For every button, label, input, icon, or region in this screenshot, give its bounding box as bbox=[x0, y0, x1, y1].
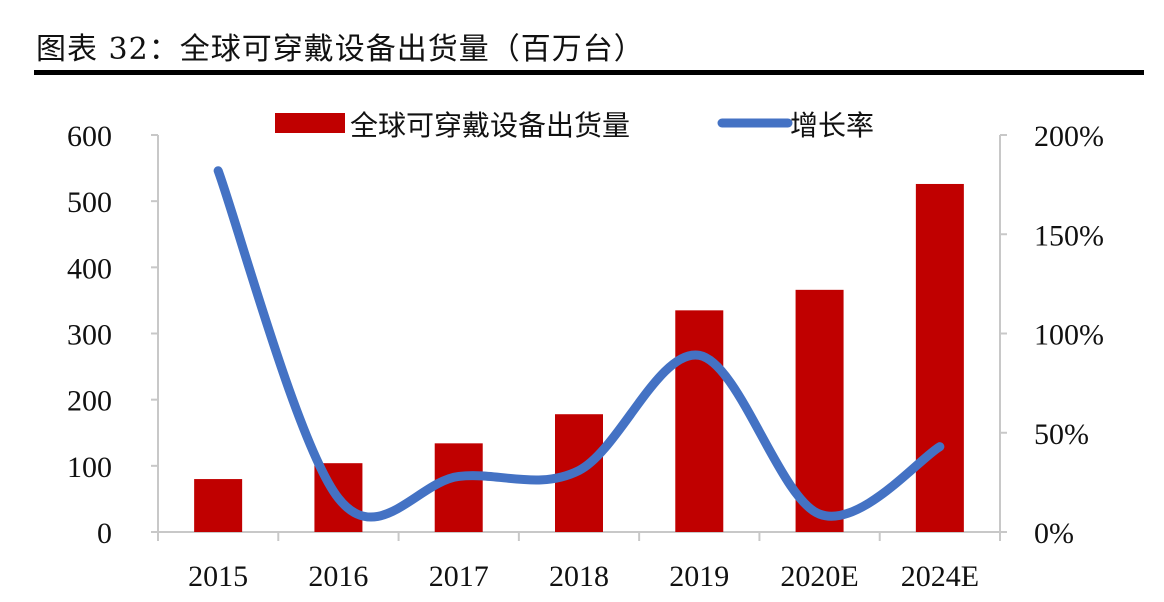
x-axis-label: 2018 bbox=[549, 560, 609, 593]
x-axis-label: 2016 bbox=[308, 560, 368, 593]
title-rule bbox=[34, 70, 1144, 75]
left-axis-label: 400 bbox=[67, 252, 112, 285]
x-axis-label: 2015 bbox=[188, 560, 248, 593]
bar-2015 bbox=[194, 479, 243, 532]
left-axis-label: 300 bbox=[67, 319, 112, 352]
figure-title: 图表 32：全球可穿戴设备出货量（百万台） bbox=[36, 32, 645, 67]
right-axis-label: 100% bbox=[1034, 319, 1104, 352]
left-axis-label: 200 bbox=[67, 385, 112, 418]
right-axis-label: 150% bbox=[1034, 219, 1104, 252]
left-axis-label: 0 bbox=[97, 517, 112, 550]
x-axis-label: 2019 bbox=[669, 560, 729, 593]
x-axis-label: 2020E bbox=[780, 560, 858, 593]
legend-bar-label: 全球可穿戴设备出货量 bbox=[350, 109, 630, 142]
left-axis-label: 100 bbox=[67, 451, 112, 484]
left-axis-label: 500 bbox=[67, 186, 112, 219]
x-axis-label: 2024E bbox=[901, 560, 979, 593]
right-axis-label: 200% bbox=[1034, 120, 1104, 153]
legend-bar-swatch bbox=[275, 113, 345, 133]
legend-line-label: 增长率 bbox=[790, 109, 874, 142]
left-axis-label: 600 bbox=[67, 120, 112, 153]
bar-2017 bbox=[434, 443, 483, 532]
x-axis-label: 2017 bbox=[429, 560, 489, 593]
growth-rate-line bbox=[213, 166, 945, 522]
bar-2019 bbox=[675, 310, 724, 532]
bar-2020E bbox=[795, 289, 844, 532]
bar-2024E bbox=[915, 183, 964, 533]
right-axis-label: 0% bbox=[1034, 517, 1074, 550]
right-axis-label: 50% bbox=[1034, 418, 1089, 451]
